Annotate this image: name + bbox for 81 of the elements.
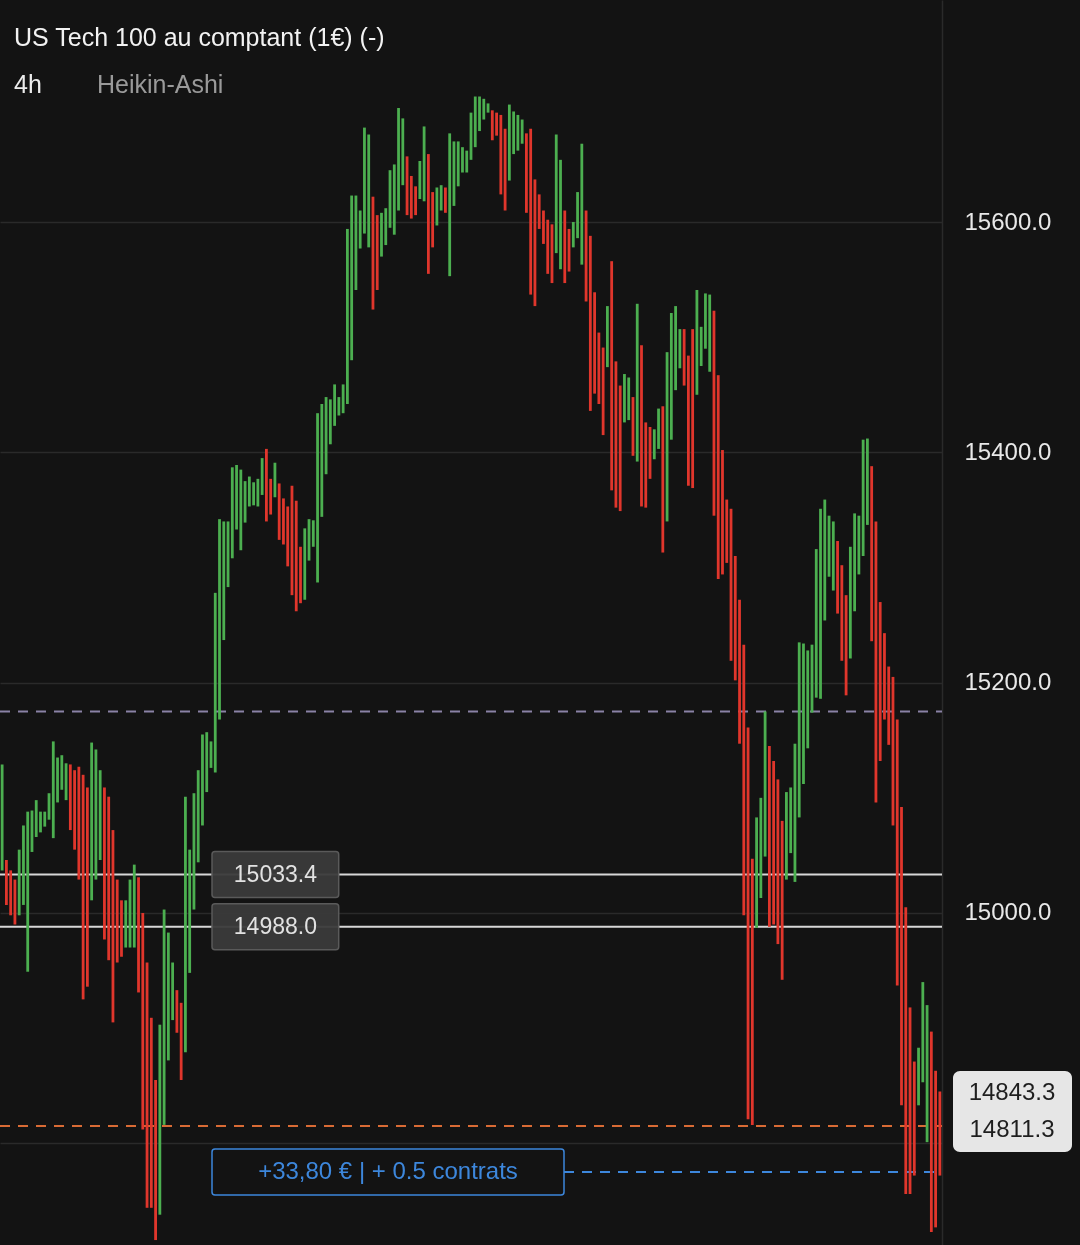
candlestick <box>606 306 609 368</box>
candlestick <box>303 528 307 600</box>
candlestick <box>870 466 874 642</box>
candlestick <box>507 104 511 181</box>
candlestick <box>0 764 4 871</box>
candlestick <box>409 175 413 219</box>
candlestick <box>175 990 179 1033</box>
candlestick <box>239 469 243 551</box>
candlestick <box>98 770 102 861</box>
annotation: Heikin-Ashi <box>97 70 224 98</box>
candlestick <box>601 347 605 436</box>
candlestick <box>588 235 592 411</box>
candlestick <box>767 746 771 927</box>
candlestick <box>691 329 695 489</box>
candlestick <box>708 294 712 372</box>
candlestick <box>610 261 614 491</box>
candlestick <box>265 448 268 522</box>
ref-line-label: 15033.4 <box>233 860 318 887</box>
text: 14811.3 <box>969 1115 1055 1142</box>
candlestick <box>422 126 426 202</box>
candlestick <box>158 1024 162 1215</box>
candlestick <box>162 909 166 1125</box>
candlestick <box>563 210 567 284</box>
ref-line-label: +33,80 € | + 0.5 contrats <box>258 1157 518 1185</box>
candlestick <box>640 345 643 507</box>
text: 14843.3 <box>968 1078 1056 1105</box>
candlestick <box>529 128 533 295</box>
candlestick <box>580 143 584 265</box>
ref-line-label: 14988.0 <box>233 912 317 939</box>
candlestick <box>375 215 379 290</box>
candlestick <box>861 439 865 556</box>
candlestick <box>132 864 136 948</box>
candlestick <box>627 377 631 421</box>
candlestick <box>499 114 503 195</box>
candlestick <box>439 185 443 211</box>
candlestick <box>520 119 524 144</box>
candlestick <box>618 385 622 512</box>
candlestick <box>878 602 882 761</box>
candlestick <box>77 766 81 880</box>
text: 4h <box>14 70 42 98</box>
candlestick <box>260 458 264 495</box>
candlestick <box>623 374 626 423</box>
candlestick <box>418 160 422 199</box>
candlestick <box>750 858 754 1125</box>
candlestick <box>448 133 452 277</box>
candlestick <box>230 467 234 559</box>
candlestick <box>661 406 665 553</box>
candlestick <box>780 820 784 980</box>
candlestick <box>380 212 383 257</box>
y-tick-label: 15600.0 <box>964 207 1052 235</box>
candlestick <box>81 774 85 1000</box>
y-tick-label: 15400.0 <box>964 437 1052 465</box>
candlestick <box>473 96 477 148</box>
candlestick <box>929 1031 933 1232</box>
candlestick <box>831 521 835 591</box>
candlestick <box>90 742 94 901</box>
candlestick <box>426 154 430 274</box>
candlestick <box>179 1002 183 1080</box>
y-tick-label: 15200.0 <box>964 668 1052 696</box>
candlestick <box>716 375 720 580</box>
candlestick <box>912 1061 916 1176</box>
candlestick <box>115 879 119 963</box>
candlestick <box>184 796 187 1053</box>
candlestick <box>256 478 260 507</box>
candlestick <box>277 483 281 540</box>
candlestick <box>124 900 128 948</box>
candlestick <box>51 741 55 839</box>
text: US Tech 100 au comptant (1€) (-) <box>14 23 385 51</box>
candlestick <box>465 150 469 173</box>
y-tick-label: 15000.0 <box>964 898 1052 926</box>
candlestick <box>444 187 447 213</box>
candlestick <box>34 800 38 837</box>
candlestick <box>490 110 494 141</box>
candlestick <box>516 114 520 151</box>
candlestick <box>26 811 30 972</box>
candlestick <box>635 303 639 462</box>
candlestick <box>247 476 251 507</box>
candlestick <box>763 711 767 857</box>
candlestick <box>797 642 801 818</box>
candlestick <box>456 141 460 187</box>
candlestick <box>294 500 298 612</box>
